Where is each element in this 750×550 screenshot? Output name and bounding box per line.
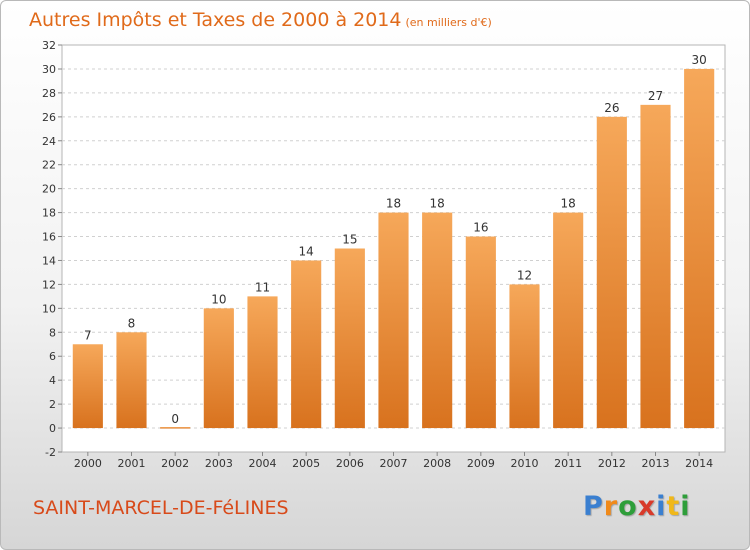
logo-letter: P: [583, 491, 604, 522]
logo-letter: r: [603, 491, 619, 522]
data-label-2006: 15: [342, 233, 357, 247]
bar-2004: [247, 296, 278, 429]
data-label-2010: 12: [517, 268, 532, 282]
y-tick-label: 28: [42, 87, 56, 100]
x-tick-label-2006: 2006: [336, 457, 364, 470]
x-tick-label-2010: 2010: [511, 457, 539, 470]
bar-2001: [116, 332, 147, 429]
x-tick-label-2007: 2007: [380, 457, 408, 470]
data-label-2000: 7: [84, 328, 92, 342]
x-tick-label-2000: 2000: [74, 457, 102, 470]
logo-letter: t: [666, 491, 681, 522]
y-tick-label: 18: [42, 207, 56, 220]
y-tick-label: 24: [42, 135, 56, 148]
x-tick-label-2014: 2014: [685, 457, 713, 470]
logo-letter: i: [656, 491, 667, 522]
y-tick-label: 20: [42, 183, 56, 196]
x-tick-label-2003: 2003: [205, 457, 233, 470]
data-label-2003: 10: [211, 292, 226, 306]
bar-2006: [334, 248, 365, 429]
data-label-2011: 18: [561, 197, 576, 211]
bar-2002: [160, 427, 191, 429]
x-tick-label-2011: 2011: [554, 457, 582, 470]
data-label-2002: 0: [171, 412, 179, 426]
x-axis-ticks: 2000 2001 2002 2003 2004 2005 2006 2007 2008 2009…: [74, 452, 713, 470]
logo-letter: o: [618, 491, 638, 522]
y-tick-label: 26: [42, 111, 56, 124]
logo-letter: i: [680, 491, 691, 522]
data-label-2001: 8: [128, 316, 136, 330]
y-tick-label: 22: [42, 159, 56, 172]
y-tick-label: 12: [42, 278, 56, 291]
bar-2008: [422, 212, 453, 429]
bars: [72, 68, 715, 429]
y-tick-label: -2: [45, 446, 56, 459]
proxiti-logo[interactable]: Proxiti: [583, 491, 691, 522]
bar-2013: [640, 104, 671, 429]
x-tick-label-2013: 2013: [642, 457, 670, 470]
chart-unit: (en milliers d'€): [405, 16, 492, 29]
commune-name: SAINT-MARCEL-DE-FéLINES: [33, 497, 289, 519]
x-tick-label-2008: 2008: [423, 457, 451, 470]
x-tick-label-2009: 2009: [467, 457, 495, 470]
y-tick-label: 8: [49, 326, 56, 339]
x-tick-label-2002: 2002: [161, 457, 189, 470]
data-labels: 7 8 0 10 11 14 15 18 18 16 12 18 26 27 30: [84, 53, 707, 426]
logo-letter: x: [637, 491, 657, 522]
y-tick-label: 16: [42, 231, 56, 244]
bar-2010: [509, 284, 540, 429]
x-tick-label-2004: 2004: [249, 457, 277, 470]
y-tick-label: 2: [49, 398, 56, 411]
y-tick-label: 10: [42, 302, 56, 315]
chart-title: Autres Impôts et Taxes de 2000 à 2014 (en…: [29, 9, 492, 31]
y-tick-label: 14: [42, 254, 56, 267]
data-label-2008: 18: [430, 197, 445, 211]
y-tick-label: 4: [49, 374, 56, 387]
data-label-2007: 18: [386, 197, 401, 211]
data-label-2004: 11: [255, 280, 270, 294]
bar-2014: [684, 68, 715, 429]
bar-2011: [553, 212, 584, 429]
bar-2009: [465, 236, 496, 429]
y-tick-label: 6: [49, 350, 56, 363]
x-tick-label-2001: 2001: [118, 457, 146, 470]
bar-2000: [72, 344, 103, 429]
bar-2003: [203, 308, 234, 429]
data-label-2013: 27: [648, 89, 663, 103]
data-label-2014: 30: [692, 53, 707, 67]
data-label-2012: 26: [604, 101, 619, 115]
y-tick-label: 32: [42, 39, 56, 52]
bar-2005: [291, 260, 322, 429]
data-label-2005: 14: [299, 244, 314, 258]
bar-2012: [596, 116, 627, 429]
chart-title-text: Autres Impôts et Taxes de 2000 à 2014: [29, 9, 402, 31]
y-tick-label: 0: [49, 422, 56, 435]
data-label-2009: 16: [473, 221, 488, 235]
x-tick-label-2012: 2012: [598, 457, 626, 470]
y-tick-label: 30: [42, 63, 56, 76]
bar-2007: [378, 212, 409, 429]
x-tick-label-2005: 2005: [292, 457, 320, 470]
